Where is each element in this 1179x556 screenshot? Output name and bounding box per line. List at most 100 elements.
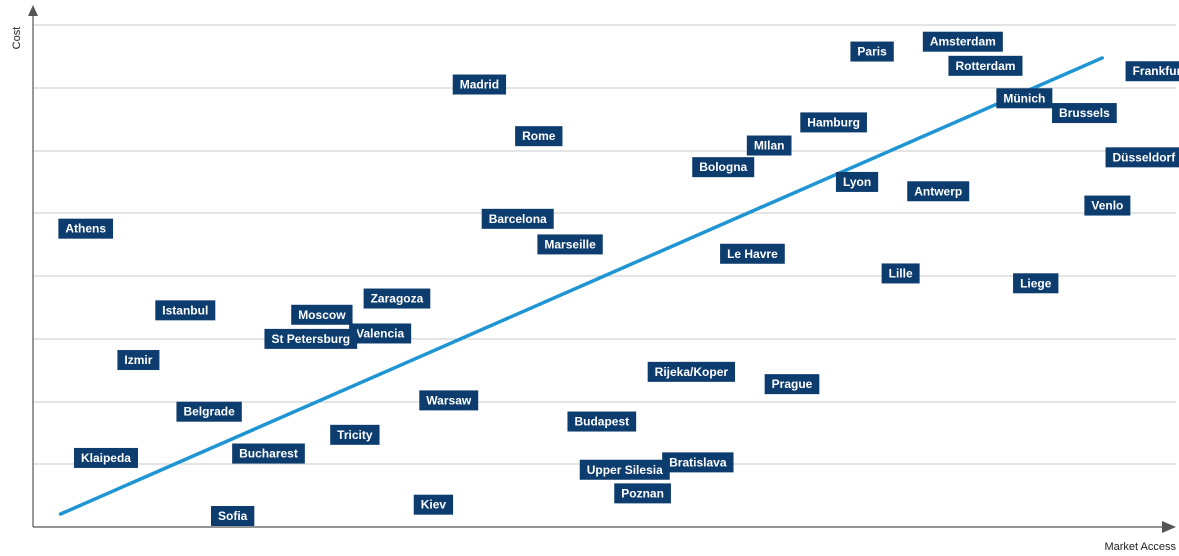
city-label: Paris xyxy=(857,45,887,59)
city-labels: Amsterdam Paris Rotterdam Frankfurt Madrid Mü… xyxy=(58,31,1179,526)
city-point-bucharest: Bucharest xyxy=(232,443,305,464)
city-point-bologna: Bologna xyxy=(692,157,755,178)
city-label: Lyon xyxy=(843,175,871,189)
city-label: Rotterdam xyxy=(955,59,1015,73)
city-point-lyon: Lyon xyxy=(835,171,879,192)
city-label: Budapest xyxy=(574,415,629,429)
city-label: St Petersburg xyxy=(271,332,350,346)
city-label-box xyxy=(176,401,242,422)
city-label-box xyxy=(567,411,637,432)
city-label-box xyxy=(210,506,255,526)
city-label-box xyxy=(662,452,734,473)
city-point-zaragoza: Zaragoza xyxy=(363,288,431,309)
city-label-box xyxy=(330,424,380,445)
trend-line xyxy=(58,56,1104,516)
city-point-brussels: Brussels xyxy=(1052,103,1117,124)
city-label: Kiev xyxy=(421,498,447,512)
city-point-bratislava: Bratislava xyxy=(662,452,734,473)
city-point-antwerp: Antwerp xyxy=(907,181,970,202)
city-point-barcelona: Barcelona xyxy=(481,208,554,229)
city-point-upper-silesia: Upper Silesia xyxy=(579,459,670,480)
trend-line-segment xyxy=(58,56,1104,516)
city-point-sofia: Sofia xyxy=(210,506,255,526)
city-label: Marseille xyxy=(544,237,596,251)
city-label-box xyxy=(58,218,114,239)
city-label: Moscow xyxy=(298,308,346,322)
city-label-box xyxy=(291,304,353,325)
city-point-liege: Liege xyxy=(1013,273,1059,294)
city-point-hamburg: Hamburg xyxy=(800,112,867,133)
city-label: Sofia xyxy=(218,509,248,523)
city-label-box xyxy=(117,350,160,371)
city-point-warsaw: Warsaw xyxy=(419,390,479,411)
city-point-moscow: Moscow xyxy=(291,304,353,325)
city-label-box xyxy=(1125,61,1179,82)
city-label-box xyxy=(850,41,894,62)
city-label-box xyxy=(264,328,358,349)
city-label: Prague xyxy=(772,377,813,391)
city-label: Istanbul xyxy=(162,303,208,317)
city-label: Lille xyxy=(889,266,913,280)
city-label: Antwerp xyxy=(914,184,962,198)
city-label: Poznan xyxy=(621,486,664,500)
city-point-marseille: Marseille xyxy=(537,234,603,255)
city-label-box xyxy=(881,263,920,284)
city-label-box xyxy=(537,234,603,255)
city-label-box xyxy=(481,208,554,229)
city-label-box xyxy=(413,494,454,515)
city-point-amsterdam: Amsterdam xyxy=(922,31,1003,52)
city-point-valencia: Valencia xyxy=(349,323,412,344)
city-point-athens: Athens xyxy=(58,218,114,239)
y-axis-arrow-icon xyxy=(28,5,38,16)
city-label-box xyxy=(155,300,216,321)
city-label-box xyxy=(764,374,820,395)
city-label-box xyxy=(349,323,412,344)
city-label: Bucharest xyxy=(239,447,298,461)
city-label-box xyxy=(907,181,970,202)
city-label: Brussels xyxy=(1059,106,1110,120)
city-point-st-petersburg: St Petersburg xyxy=(264,328,358,349)
city-point-m-nich: Münich xyxy=(996,88,1053,109)
x-axis-label: Market Access xyxy=(1104,541,1176,553)
city-label-box xyxy=(232,443,305,464)
city-point-frankfurt: Frankfurt xyxy=(1125,61,1179,82)
city-label: Upper Silesia xyxy=(587,463,663,477)
city-label: Münich xyxy=(1003,91,1045,105)
city-point-klaipeda: Klaipeda xyxy=(73,447,138,468)
axes xyxy=(28,5,1176,533)
city-point-kiev: Kiev xyxy=(413,494,454,515)
city-label-box xyxy=(922,31,1003,52)
city-label: Belgrade xyxy=(183,405,235,419)
city-label: Valencia xyxy=(356,326,404,340)
city-point-izmir: Izmir xyxy=(117,350,160,371)
city-label: Zaragoza xyxy=(371,292,424,306)
city-label: Le Havre xyxy=(727,247,778,261)
city-label-box xyxy=(579,459,670,480)
city-point-lille: Lille xyxy=(881,263,920,284)
city-label-box xyxy=(692,157,755,178)
city-label: MIlan xyxy=(754,139,785,153)
city-label-box xyxy=(746,135,792,156)
city-point-d-sseldorf: Düsseldorf xyxy=(1105,147,1179,168)
city-point-le-havre: Le Havre xyxy=(720,243,785,264)
city-point-istanbul: Istanbul xyxy=(155,300,216,321)
city-label-box xyxy=(647,361,736,382)
city-label-box xyxy=(614,483,671,504)
city-point-madrid: Madrid xyxy=(452,74,507,95)
city-point-paris: Paris xyxy=(850,41,894,62)
city-label: Klaipeda xyxy=(81,451,131,465)
city-label-box xyxy=(515,126,563,147)
city-label-box xyxy=(1084,195,1131,216)
city-label: Athens xyxy=(65,222,106,236)
x-axis-arrow-icon xyxy=(1162,521,1176,533)
city-label-box xyxy=(948,55,1023,76)
city-label: Bratislava xyxy=(669,455,727,469)
city-label: Madrid xyxy=(460,78,499,92)
city-label: Rijeka/Koper xyxy=(655,365,729,379)
city-label: Rome xyxy=(522,129,556,143)
city-label: Tricity xyxy=(337,428,373,442)
city-point-milan: MIlan xyxy=(746,135,792,156)
city-label: Amsterdam xyxy=(930,35,996,49)
city-label: Venlo xyxy=(1091,199,1123,213)
